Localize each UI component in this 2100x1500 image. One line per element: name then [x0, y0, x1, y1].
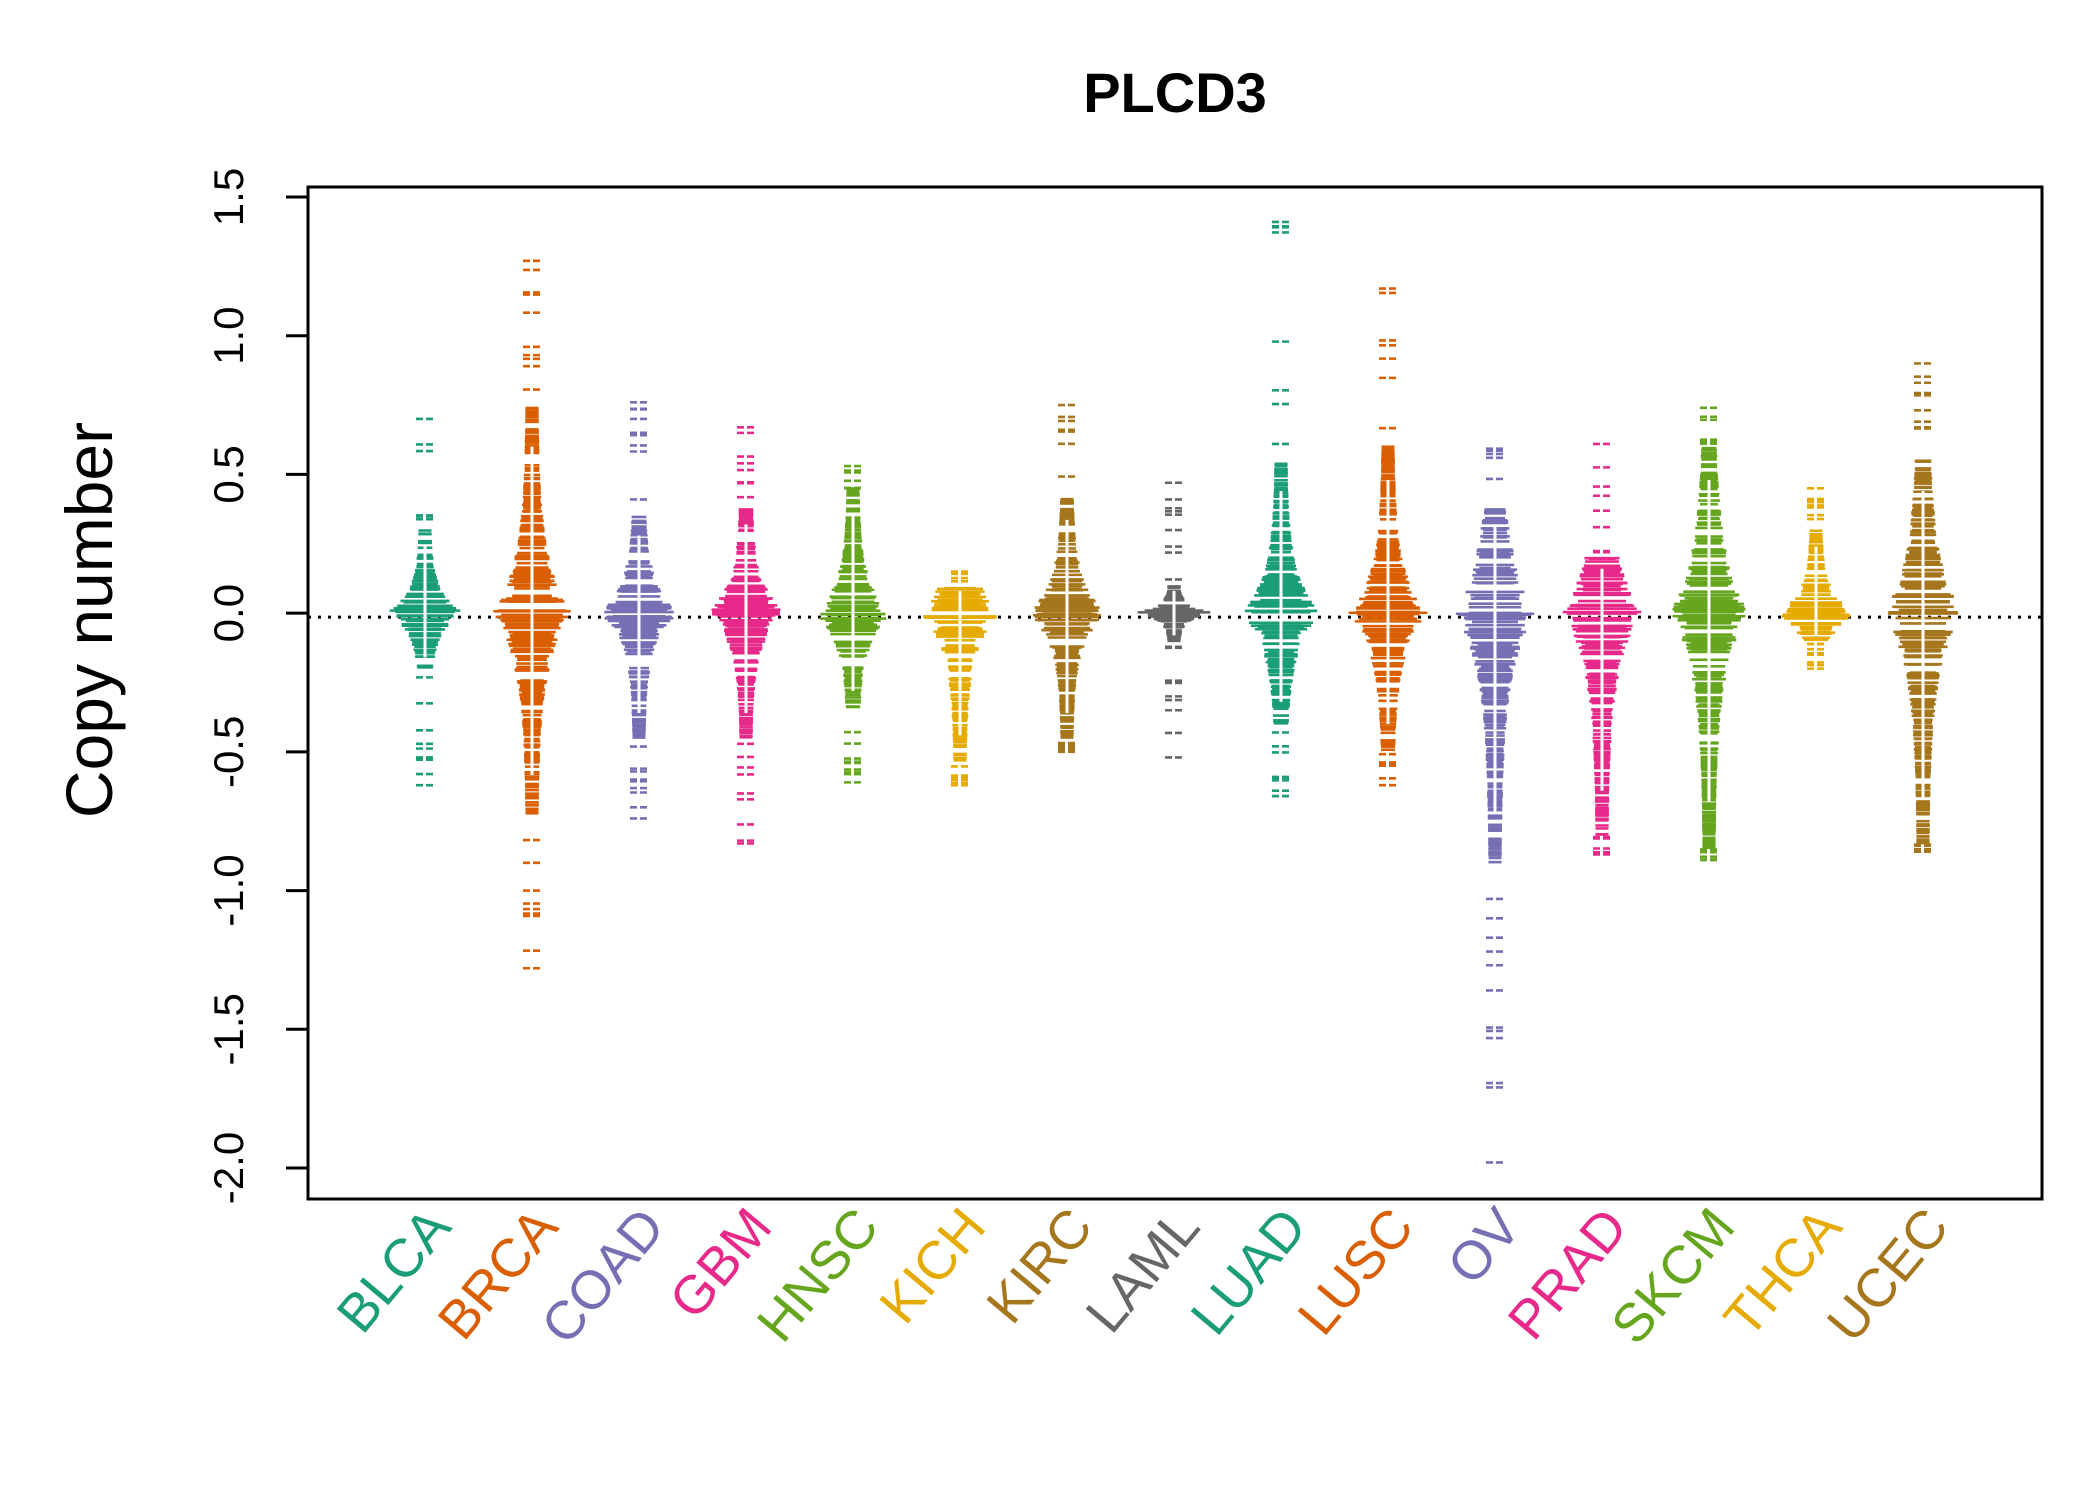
y-tick-label: -1.5: [205, 993, 252, 1065]
series-ucec: [1887, 362, 1959, 854]
plot-frame: [306, 185, 2044, 1201]
y-tick-label: 0.5: [205, 445, 252, 503]
series-lusc: [1348, 287, 1428, 787]
series-brca: [493, 259, 571, 970]
y-axis-label: Copy number: [52, 422, 126, 818]
series-kich: [923, 570, 997, 787]
x-category-label: OV: [1436, 1197, 1532, 1295]
series-thca: [1781, 486, 1851, 670]
x-category-label: SKCM: [1600, 1197, 1746, 1355]
x-category-label: HNSC: [746, 1197, 890, 1353]
y-axis: -2.0 -1.5 -1.0 -0.5 0.0 0.5 1.0 1.5: [205, 168, 310, 1204]
series-laml: [1137, 481, 1211, 759]
x-category-label: LAML: [1075, 1197, 1212, 1344]
chart-title: PLCD3: [1083, 61, 1267, 124]
x-category-label: UCEC: [1816, 1197, 1960, 1353]
x-category-label: KICH: [868, 1197, 997, 1334]
x-category-label: LUSC: [1287, 1197, 1426, 1346]
y-tick-label: -0.5: [205, 716, 252, 788]
series-hnsc: [819, 464, 887, 784]
y-tick-label: 1.0: [205, 307, 252, 365]
series-gbm: [711, 425, 781, 845]
y-tick-label: 0.0: [205, 584, 252, 642]
series-coad: [604, 400, 674, 820]
x-category-label: COAD: [530, 1197, 676, 1355]
series-blca: [389, 417, 461, 787]
y-tick-label: -1.0: [205, 854, 252, 926]
y-tick-label: 1.5: [205, 168, 252, 226]
series-luad: [1244, 220, 1318, 798]
series-kirc: [1032, 403, 1102, 754]
series-ov: [1455, 447, 1535, 1164]
x-category-label: LUAD: [1180, 1197, 1319, 1346]
swarm-layer: [389, 220, 1959, 1164]
series-prad: [1562, 442, 1642, 856]
y-tick-label: -2.0: [205, 1132, 252, 1204]
series-skcm: [1672, 406, 1746, 862]
